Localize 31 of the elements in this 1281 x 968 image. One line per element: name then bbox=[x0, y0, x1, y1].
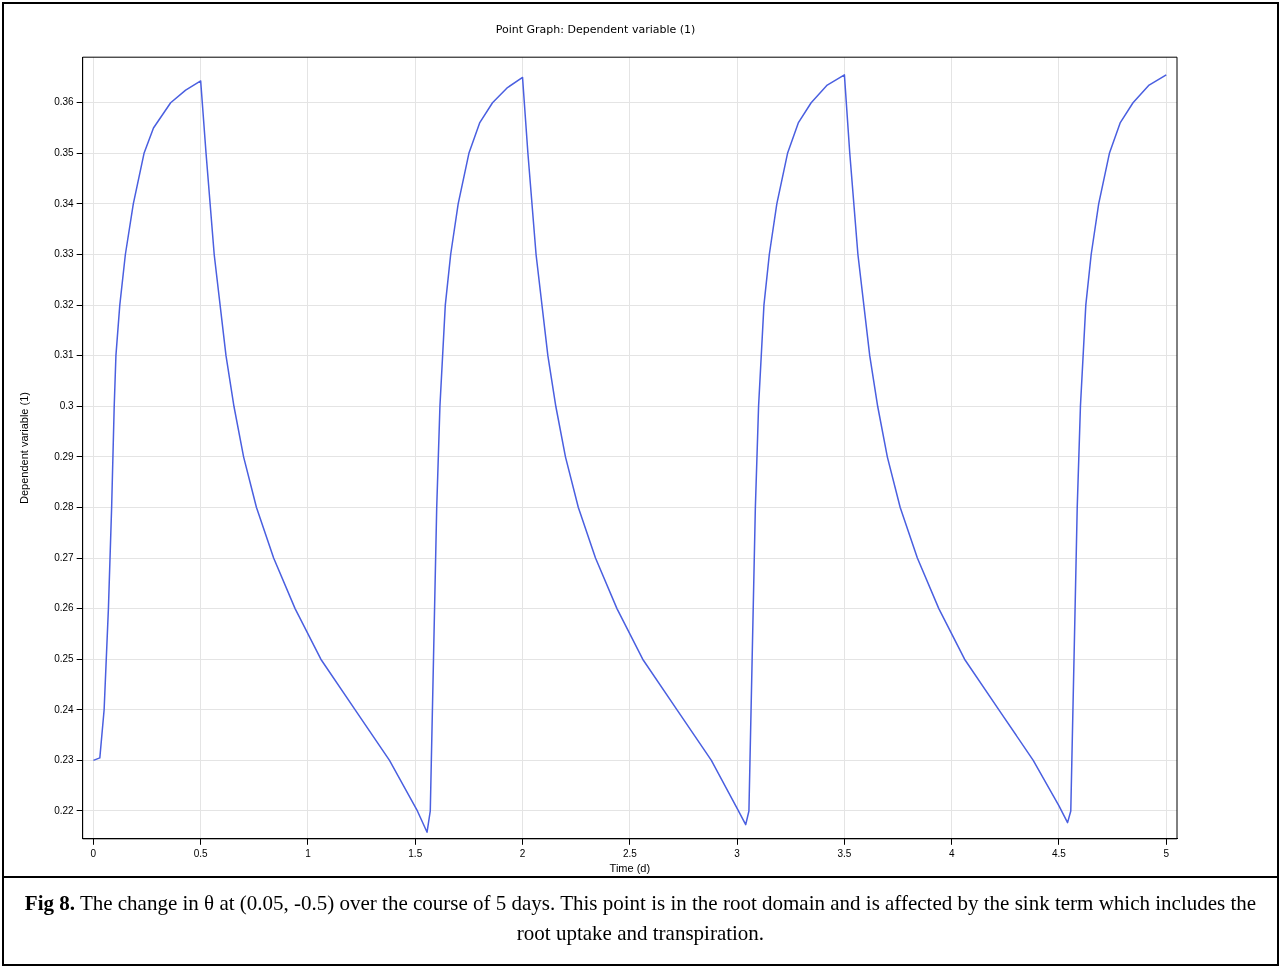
y-tick-label: 0.36 bbox=[54, 96, 75, 108]
x-tick-label: 3.5 bbox=[837, 847, 852, 859]
y-tick-label: 0.22 bbox=[54, 804, 75, 816]
y-tick-label: 0.32 bbox=[54, 298, 75, 310]
x-tick-label: 1.5 bbox=[408, 847, 423, 859]
x-tick-label: 3 bbox=[734, 847, 741, 859]
x-tick-label: 1 bbox=[305, 847, 312, 859]
y-tick-label: 0.27 bbox=[54, 551, 75, 563]
caption: Fig 8. bbox=[24, 891, 76, 915]
y-tick-label: 0.29 bbox=[54, 450, 75, 462]
y-tick-label: 0.25 bbox=[54, 652, 75, 664]
x-tick-label: 0 bbox=[90, 847, 97, 859]
text: The change in θ at (0.05, -0.5) over the course of 5 days. This point is in the root domain and is affected by the sink term which includes the root uptake and transpiration. bbox=[78, 891, 1257, 945]
y-tick-label: 0.26 bbox=[54, 602, 75, 614]
y-tick-label: 0.23 bbox=[54, 754, 75, 766]
x-tick-label: 4.5 bbox=[1052, 847, 1067, 859]
y-tick-label: 0.35 bbox=[54, 147, 75, 159]
x-tick-label: 2.5 bbox=[622, 847, 638, 859]
x-tick-label: 4 bbox=[948, 847, 955, 859]
x-tick-label: 2 bbox=[519, 847, 526, 859]
x-tick-label: 5 bbox=[1163, 847, 1170, 859]
x-tick-label: 0.5 bbox=[193, 847, 209, 859]
y-axis-title: Dependent variable (1) bbox=[17, 392, 30, 504]
y-tick-label: 0.34 bbox=[54, 197, 75, 209]
chart-title: Point Graph: Dependent variable (1) bbox=[495, 23, 696, 37]
y-tick-label: 0.31 bbox=[54, 349, 75, 361]
y-tick-label: 0.28 bbox=[54, 501, 75, 513]
y-tick-label: 0.33 bbox=[54, 248, 75, 260]
x-axis-title: Time (d) bbox=[609, 862, 651, 875]
y-tick-label: 0.3 bbox=[59, 400, 75, 412]
y-tick-label: 0.24 bbox=[54, 703, 75, 715]
